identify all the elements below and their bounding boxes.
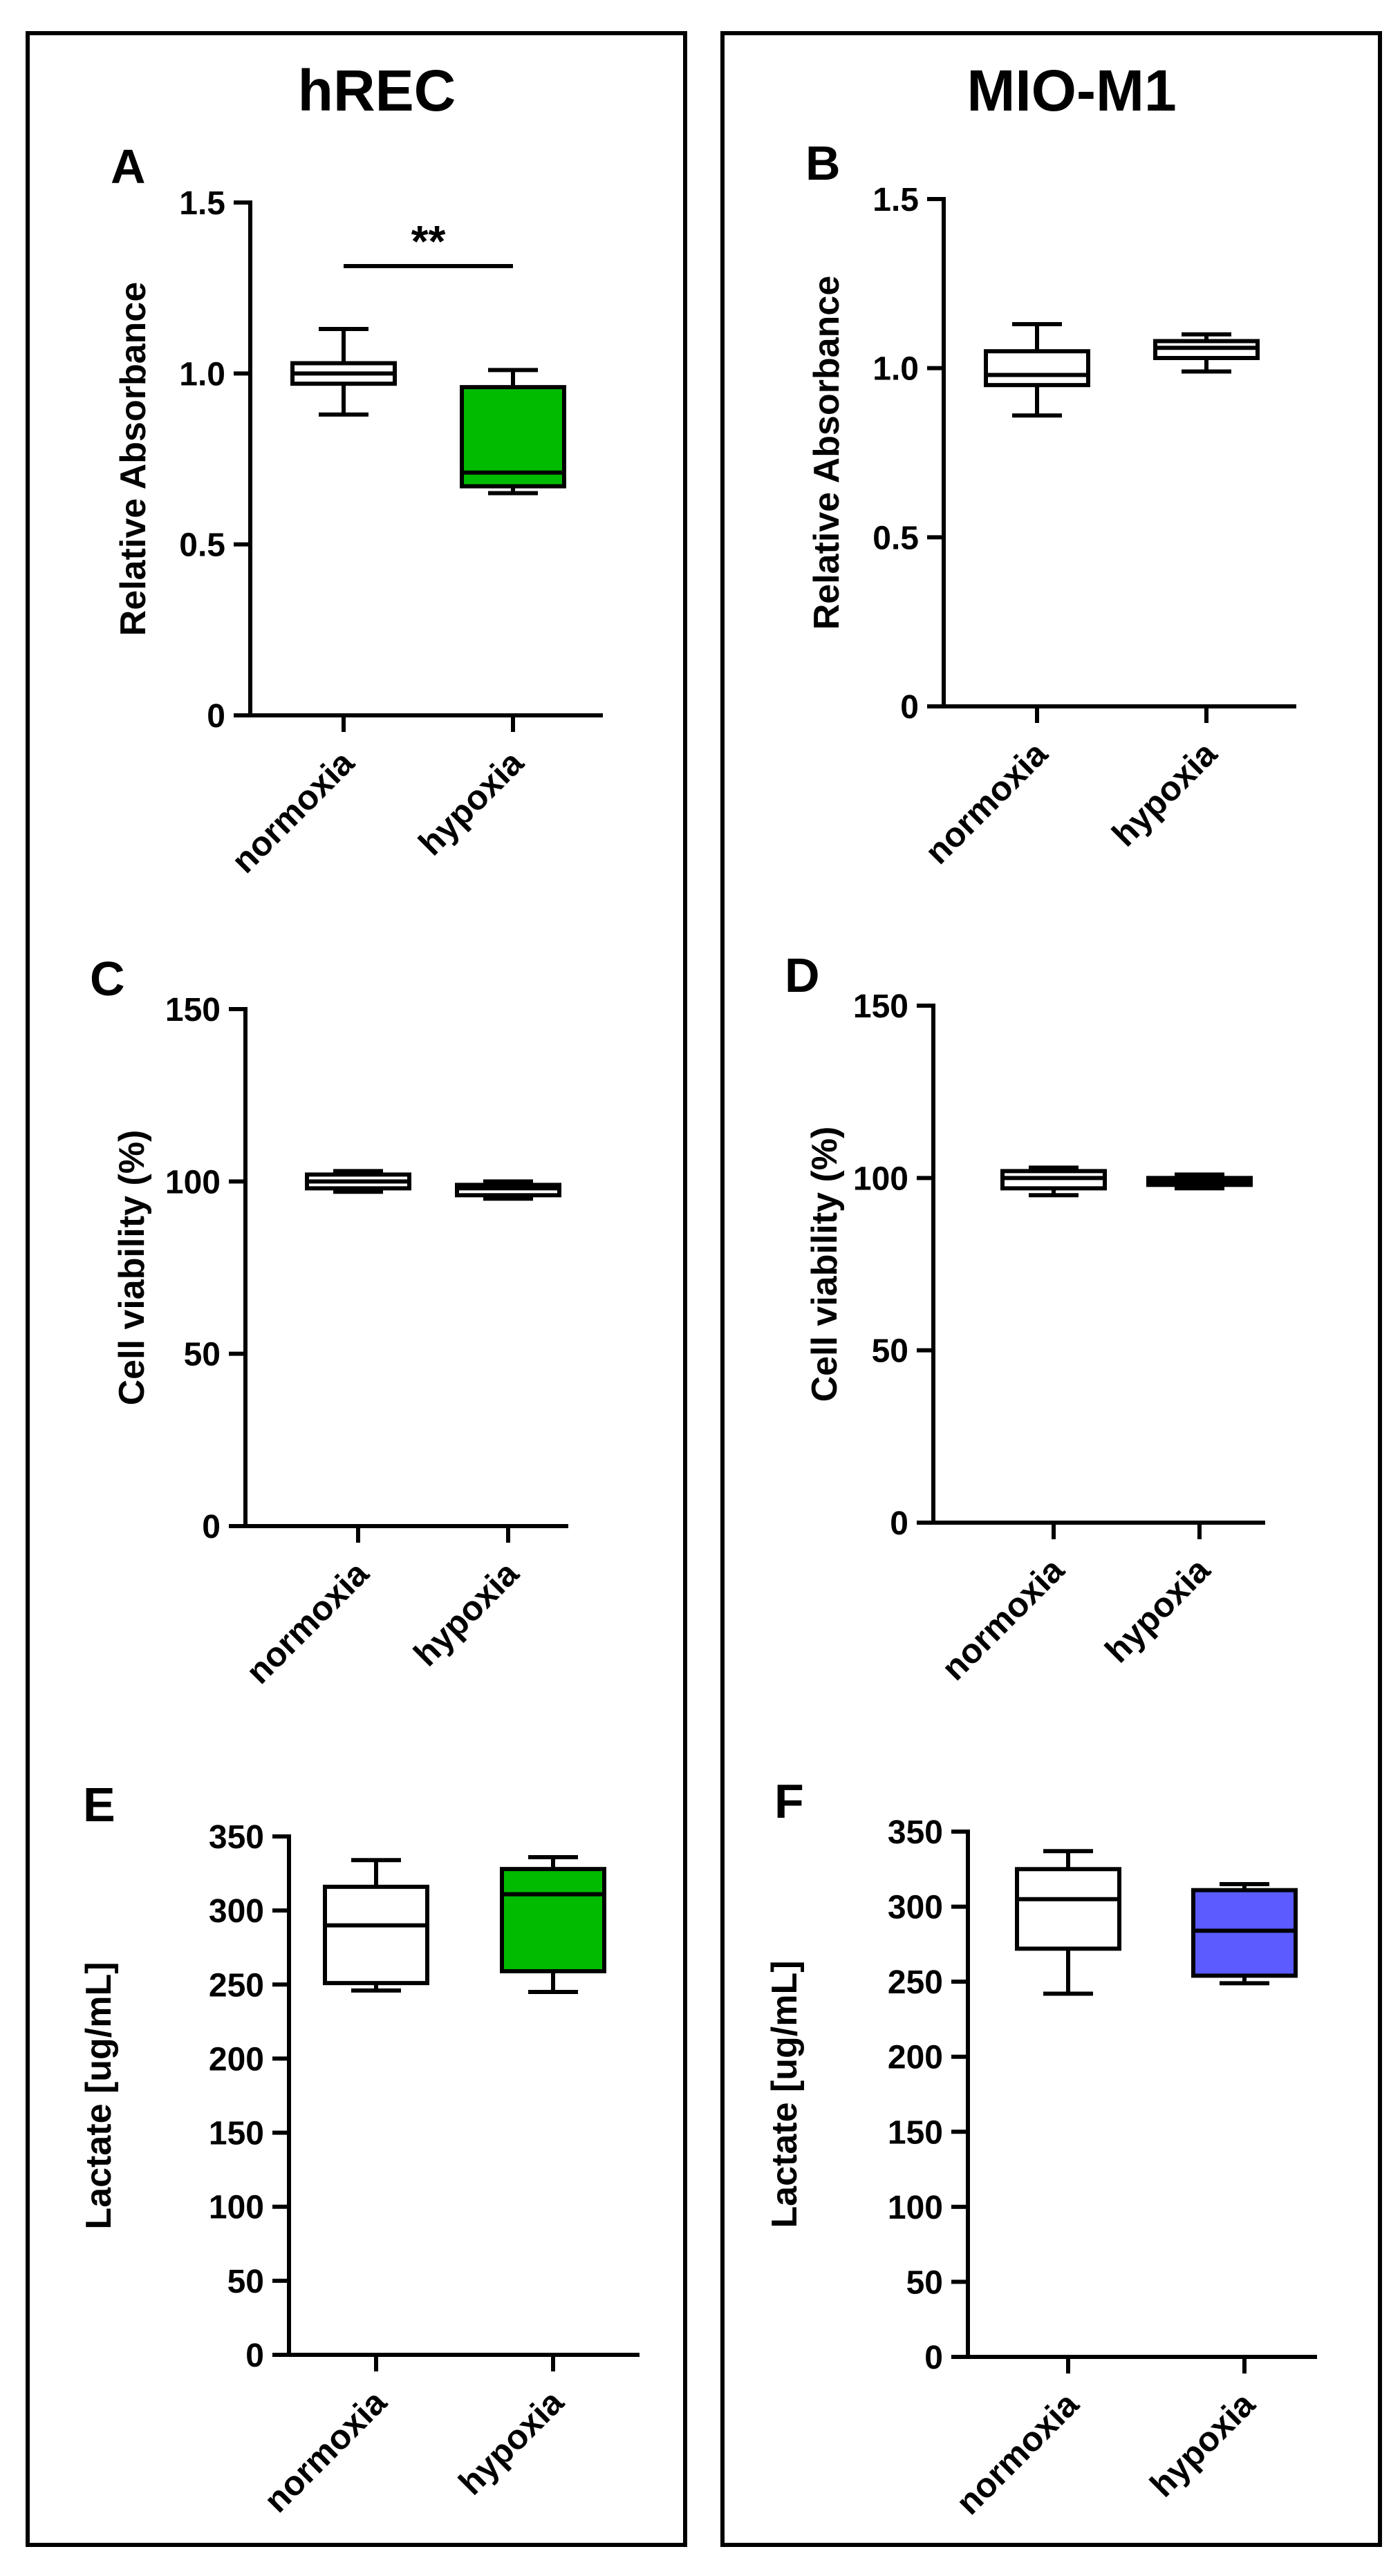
box-iqr (460, 385, 566, 489)
y-tick-label: 200 (209, 2041, 264, 2078)
box-iqr (500, 1867, 606, 1973)
x-tick-label: hypoxia (1105, 733, 1225, 854)
box-hypoxia (1153, 332, 1260, 374)
y-tick-label: 150 (888, 2114, 943, 2151)
chart-panel-e: E Lactate [ug/mL] 0 50 100 150 200 250 300 350 nor… (79, 1778, 640, 2520)
box-hypoxia (1146, 1172, 1253, 1191)
y-tick-label: 100 (888, 2190, 943, 2226)
box-iqr (984, 349, 1090, 388)
chart-panel-a: A Relative Absorbance 0 0.5 1.0 1.5 normoxia hy… (111, 140, 603, 881)
y-tick-label: 0 (924, 2340, 943, 2376)
y-tick-label: 0 (207, 698, 225, 735)
y-tick-label: 50 (872, 1333, 908, 1370)
x-tick-label: normoxia (224, 742, 362, 881)
column-title-mio-m1: MIO-M1 (967, 58, 1176, 123)
chart-panel-c: C Cell viability (%) 0 50 100 150 normoxia hypo… (90, 952, 568, 1691)
x-tick-label: hypoxia (451, 2382, 572, 2502)
y-tick-label: 150 (209, 2116, 264, 2152)
y-tick-label: 0 (890, 1505, 908, 1542)
y-tick-label: 100 (853, 1160, 908, 1197)
y-axis-label: Cell viability (%) (805, 1127, 845, 1402)
x-tick-label: hypoxia (411, 742, 532, 863)
y-tick-label: 1.5 (872, 182, 919, 218)
y-tick-label: 50 (184, 1337, 221, 1373)
y-tick-label: 50 (227, 2264, 264, 2300)
x-tick-label: hypoxia (407, 1553, 527, 1673)
y-tick-label: 50 (906, 2264, 943, 2301)
column-title-hrec: hREC (298, 58, 456, 123)
x-tick-label: normoxia (934, 1550, 1072, 1688)
chart-panel-f: F Lactate [ug/mL] 0 50 100 150 200 250 300 350 nor… (765, 1774, 1317, 2522)
panel-letter: D (785, 948, 820, 1002)
box-hypoxia (455, 1179, 561, 1201)
x-tick-label: normoxia (917, 733, 1056, 872)
y-tick-label: 1.0 (872, 351, 919, 388)
y-axis-label: Cell viability (%) (112, 1130, 152, 1406)
panel-letter: A (111, 140, 146, 194)
y-axis-label: Lactate [ug/mL] (765, 1960, 805, 2228)
x-tick-label: hypoxia (1098, 1550, 1218, 1670)
y-axis-label: Relative Absorbance (807, 276, 847, 630)
box-normoxia (305, 1169, 411, 1194)
box-hypoxia (1191, 1882, 1298, 1986)
y-tick-label: 150 (165, 992, 221, 1028)
y-tick-label: 300 (209, 1893, 264, 1930)
panel-letter: E (83, 1778, 115, 1832)
box-iqr (1015, 1867, 1121, 1951)
y-tick-label: 0.5 (872, 520, 919, 556)
box-iqr (1191, 1888, 1298, 1978)
box-normoxia (323, 1858, 429, 1993)
y-tick-label: 150 (853, 988, 908, 1025)
y-axis-label: Lactate [ug/mL] (79, 1962, 119, 2229)
y-tick-label: 350 (209, 1819, 264, 1856)
y-tick-label: 0 (900, 689, 919, 726)
box-normoxia (290, 327, 397, 417)
y-axis-label: Relative Absorbance (113, 282, 153, 636)
y-tick-label: 0.5 (179, 527, 225, 564)
y-tick-label: 350 (888, 1814, 943, 1851)
chart-panel-b: B Relative Absorbance 0 0.5 1.0 1.5 normoxia hy… (805, 136, 1296, 872)
y-tick-label: 300 (888, 1890, 943, 1926)
y-tick-label: 1.5 (179, 185, 225, 222)
panel-frame-left (26, 31, 687, 2547)
y-tick-label: 200 (888, 2040, 943, 2076)
significance-label: ** (411, 216, 446, 266)
panel-letter: F (774, 1774, 804, 1828)
x-tick-label: normoxia (256, 2382, 395, 2520)
box-normoxia (984, 322, 1090, 418)
y-tick-label: 1.0 (179, 356, 225, 393)
panel-frame-right (720, 31, 1382, 2547)
y-tick-label: 250 (209, 1967, 264, 2004)
x-tick-label: normoxia (239, 1553, 377, 1691)
x-tick-label: normoxia (949, 2384, 1087, 2522)
y-tick-label: 250 (888, 1964, 943, 2001)
box-hypoxia (500, 1855, 606, 1994)
y-tick-label: 0 (245, 2338, 264, 2374)
y-tick-label: 100 (209, 2190, 264, 2226)
box-hypoxia (460, 368, 566, 496)
chart-panel-d: D Cell viability (%) 0 50 100 150 normoxia hypo… (785, 948, 1265, 1688)
y-tick-label: 0 (202, 1509, 221, 1545)
panel-letter: B (805, 136, 841, 190)
box-normoxia (1000, 1165, 1107, 1198)
box-iqr (323, 1884, 429, 1986)
panel-letter: C (90, 952, 125, 1006)
box-normoxia (1015, 1849, 1121, 1996)
y-tick-label: 100 (165, 1164, 221, 1201)
x-tick-label: hypoxia (1143, 2384, 1263, 2504)
